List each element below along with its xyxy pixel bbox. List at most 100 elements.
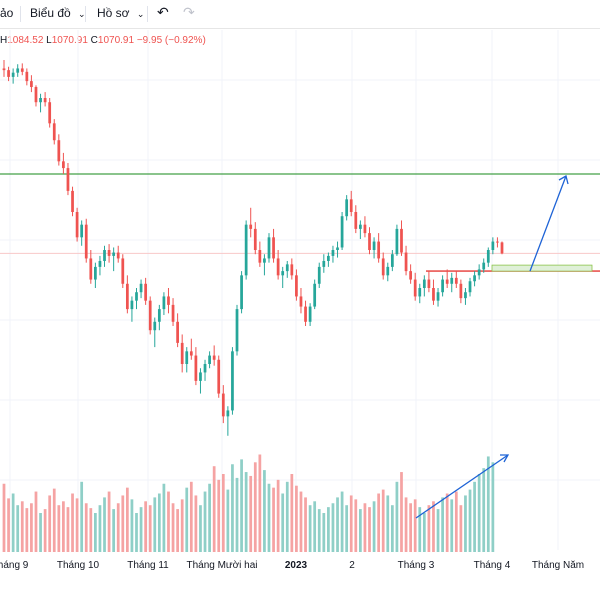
candle-body bbox=[322, 260, 326, 267]
candle-body bbox=[125, 283, 129, 310]
candle-body bbox=[368, 233, 371, 250]
volume-bar bbox=[235, 477, 239, 552]
volume-bar bbox=[103, 497, 106, 552]
candle-body bbox=[354, 212, 358, 229]
volume-bar bbox=[363, 503, 367, 552]
volume-bar bbox=[89, 508, 93, 552]
volume-bar bbox=[340, 491, 344, 552]
volume-bar bbox=[107, 491, 111, 552]
candle-body bbox=[135, 292, 138, 301]
candle-body bbox=[84, 224, 88, 259]
candle-body bbox=[459, 283, 463, 299]
volume-bar bbox=[377, 493, 381, 552]
toolbar-divider bbox=[20, 6, 21, 22]
volume-bar bbox=[199, 505, 202, 552]
candle-body bbox=[290, 264, 294, 276]
volume-bar bbox=[464, 495, 467, 552]
volume-bar bbox=[432, 501, 435, 552]
candle-body bbox=[203, 364, 207, 373]
candle-body bbox=[240, 275, 243, 310]
volume-bar bbox=[285, 481, 289, 552]
candle-body bbox=[500, 242, 504, 254]
volume-bar bbox=[400, 472, 403, 552]
volume-bar bbox=[381, 489, 385, 552]
candle-body bbox=[436, 292, 440, 301]
candle-body bbox=[358, 224, 362, 229]
candle-body bbox=[57, 140, 61, 162]
volume-bar bbox=[2, 483, 6, 552]
candle-body bbox=[299, 296, 303, 307]
candle-body bbox=[482, 262, 486, 270]
candle-body bbox=[157, 309, 161, 322]
candle-body bbox=[153, 321, 157, 331]
candle-body bbox=[144, 283, 148, 301]
volume-bar bbox=[57, 505, 61, 552]
ohlc-legend: H1084.52 L1070.91 C1070.91 −9.95 (−0.92%… bbox=[0, 35, 206, 46]
volume-bar bbox=[189, 481, 193, 552]
candle-body bbox=[413, 279, 417, 297]
volume-bar bbox=[217, 479, 221, 552]
volume-bar bbox=[313, 501, 317, 552]
candle-body bbox=[422, 279, 426, 288]
candle-body bbox=[345, 199, 349, 217]
volume-bar bbox=[454, 491, 458, 552]
volume-bar bbox=[162, 483, 166, 552]
volume-bar bbox=[139, 507, 143, 552]
candle-body bbox=[263, 258, 266, 263]
candle-body bbox=[148, 300, 152, 331]
candle-body bbox=[285, 264, 289, 272]
candle-body bbox=[477, 269, 481, 276]
candle-body bbox=[199, 372, 202, 381]
candle-body bbox=[226, 410, 230, 417]
volume-bar bbox=[16, 505, 20, 552]
candle-body bbox=[176, 321, 179, 343]
indicators-button[interactable]: ảo bbox=[0, 6, 14, 20]
volume-bar bbox=[226, 489, 230, 552]
undo-icon[interactable]: ↶ bbox=[157, 4, 169, 20]
volume-bar bbox=[52, 488, 56, 552]
profile-button[interactable]: Hồ sơ ⌄ bbox=[97, 6, 144, 20]
candle-body bbox=[308, 306, 312, 322]
volume-bar bbox=[176, 509, 179, 552]
candle-body bbox=[66, 168, 70, 191]
high-prefix: H bbox=[0, 35, 8, 46]
volume-bar bbox=[263, 470, 266, 552]
candle-body bbox=[162, 296, 166, 310]
volume-bar bbox=[317, 509, 321, 552]
volume-bar bbox=[486, 456, 490, 552]
x-tick-label: Tháng Năm bbox=[532, 560, 584, 571]
redo-icon[interactable]: ↷ bbox=[183, 4, 195, 20]
candle-body bbox=[107, 250, 111, 256]
volume-bar bbox=[404, 497, 408, 552]
candle-body bbox=[212, 355, 216, 360]
candle-body bbox=[404, 252, 408, 272]
x-tick-label: 2023 bbox=[285, 560, 308, 571]
candle-body bbox=[464, 292, 467, 299]
volume-bar bbox=[75, 498, 79, 552]
high-value: 1084.52 bbox=[7, 35, 44, 46]
candle-body bbox=[432, 288, 435, 301]
volume-bar bbox=[62, 501, 65, 552]
chart-type-button[interactable]: Biểu đồ ⌄ bbox=[30, 6, 86, 20]
candle-body bbox=[94, 266, 97, 280]
volume-bar bbox=[281, 493, 285, 552]
volume-bar bbox=[94, 513, 97, 552]
volume-bar bbox=[194, 495, 198, 552]
volume-bar bbox=[208, 483, 211, 552]
volume-bar bbox=[272, 487, 275, 552]
candle-body bbox=[377, 241, 381, 259]
volume-bar bbox=[253, 462, 257, 552]
candle-body bbox=[121, 258, 125, 284]
candle-body bbox=[386, 266, 390, 276]
volume-bar bbox=[409, 503, 412, 552]
close-value: 1070.91 bbox=[97, 35, 135, 46]
volume-bar bbox=[116, 503, 120, 552]
candle-body bbox=[20, 68, 24, 72]
candle-body bbox=[189, 351, 193, 356]
candle-body bbox=[327, 255, 330, 261]
toolbar-divider bbox=[85, 6, 86, 22]
volume-trend-arrow bbox=[415, 454, 509, 519]
volume-bar bbox=[258, 454, 262, 552]
x-tick-label: Tháng 11 bbox=[127, 560, 169, 571]
